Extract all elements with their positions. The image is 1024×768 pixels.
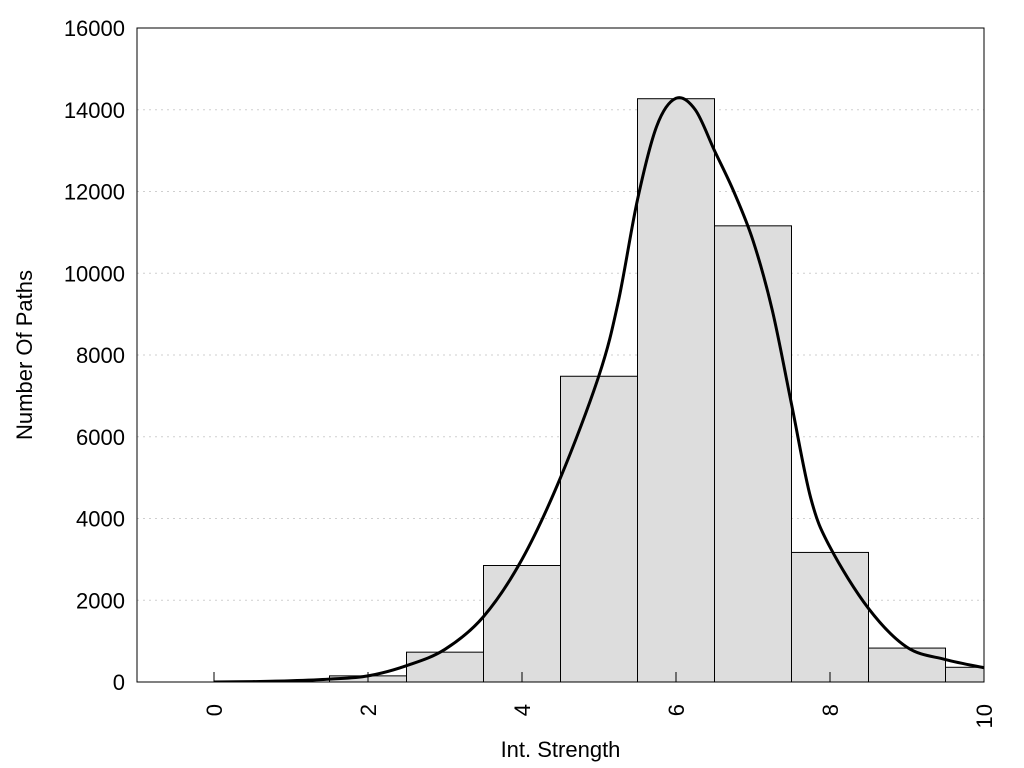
histogram-bar: [637, 98, 715, 682]
y-axis: 0 2000 4000 6000 8000 10000 12000 14000 16000: [64, 16, 125, 695]
histogram-bars: [329, 98, 984, 682]
histogram-bar: [868, 647, 946, 682]
y-tick-label: 2000: [76, 588, 125, 613]
y-tick-label: 4000: [76, 507, 125, 532]
histogram-bar: [714, 225, 792, 682]
y-tick-label: 12000: [64, 180, 125, 205]
histogram-bar: [483, 565, 561, 682]
y-tick-label: 14000: [64, 98, 125, 123]
x-axis: 0 2 4 6 8 10: [202, 672, 997, 728]
histogram-bar: [945, 666, 984, 682]
y-tick-label: 6000: [76, 425, 125, 450]
histogram-bar: [791, 551, 869, 682]
x-tick-label: 4: [510, 704, 535, 716]
x-tick-label: 8: [818, 704, 843, 716]
x-tick-label: 2: [356, 704, 381, 716]
x-tick-label: 6: [664, 704, 689, 716]
x-tick-label: 0: [202, 704, 227, 716]
y-tick-label: 0: [113, 670, 125, 695]
fit-curve-layer: [213, 96, 984, 682]
y-tick-label: 16000: [64, 16, 125, 41]
plot-frame: [136, 27, 985, 683]
histogram-bar: [406, 651, 484, 682]
y-tick-label: 8000: [76, 343, 125, 368]
x-axis-title: Int. Strength: [501, 737, 621, 762]
x-tick-label: 10: [972, 704, 997, 728]
y-tick-label: 10000: [64, 261, 125, 286]
fit-curve: [213, 96, 984, 682]
y-axis-title: Number Of Paths: [12, 270, 37, 440]
histogram-bar: [560, 375, 638, 682]
